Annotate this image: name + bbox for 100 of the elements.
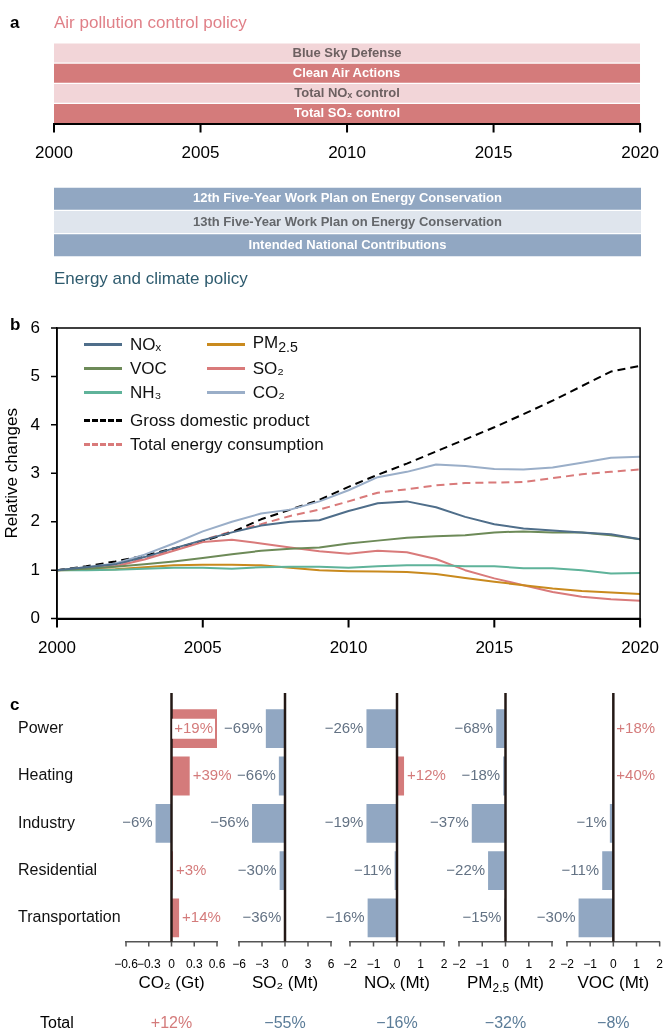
x-axis-title: CO₂ (Gt) [138, 973, 205, 993]
category-label: Blue Sky Defense [292, 44, 402, 60]
annotation: −11% [561, 860, 600, 878]
text: −8% [597, 1014, 630, 1032]
x-tick-label: 3 [304, 957, 312, 972]
x-tick-label: −1 [475, 957, 490, 972]
y-tick-label: Industry [18, 813, 75, 831]
annotation: −30% [237, 860, 277, 878]
legend-label: PM$_{2.5}$ [252, 332, 298, 356]
annotation: +19% [174, 718, 214, 736]
annotation: −37% [430, 813, 469, 831]
y-axis-title: Relative changes [1, 408, 21, 539]
annotation: −69% [224, 718, 263, 736]
category-label: Clean Air Actions [292, 64, 401, 80]
x-tick-label: 2005 [181, 143, 220, 163]
x-tick-label: 2020 [621, 638, 659, 658]
annotation: −15% [462, 908, 502, 926]
x-tick-label: 0.6 [208, 957, 226, 972]
category-label: 12th Five-Year Work Plan on Energy Conservation [193, 190, 502, 206]
legend-label: Gross domestic product [130, 410, 310, 430]
x-tick-label: 2 [548, 957, 556, 972]
annotation: −1% [576, 813, 607, 831]
x-tick-label: 2015 [475, 638, 514, 658]
legend-label: NH₃ [130, 382, 162, 402]
annotation: −22% [446, 860, 486, 878]
y-tick-label: 0 [30, 608, 40, 628]
text: −55% [264, 1014, 306, 1032]
annotation: −16% [325, 908, 365, 926]
annotation: +12% [407, 766, 446, 784]
legend-label: SO₂ [252, 358, 284, 378]
annotation: −30% [536, 908, 576, 926]
x-tick-label: −3 [255, 957, 270, 972]
x-tick-label: −1 [366, 957, 381, 972]
y-tick-label: 5 [30, 366, 40, 386]
y-tick-label: Power [18, 719, 65, 737]
x-tick-label: 2000 [35, 143, 73, 163]
chart-title: Air pollution control policy [54, 12, 248, 32]
annotation: −68% [454, 718, 494, 736]
x-tick-label: 0 [168, 957, 176, 972]
text: Energy and climate policy [54, 268, 249, 288]
annotation: +18% [616, 718, 656, 736]
x-tick-label: 1 [525, 957, 533, 972]
text: −16% [376, 1014, 418, 1032]
legend-label: VOC [130, 358, 167, 378]
text: −32% [484, 1014, 527, 1032]
annotation: −11% [353, 860, 392, 878]
x-tick-label: 2 [656, 957, 664, 972]
x-tick-label: 0 [281, 957, 289, 972]
x-tick-label: 2020 [621, 143, 659, 163]
x-tick-label: 1 [633, 957, 641, 972]
y-tick-label: 2 [30, 511, 40, 531]
annotation: +3% [176, 860, 207, 878]
x-tick-label: 0 [609, 957, 617, 972]
annotation: −36% [242, 908, 282, 926]
legend-label: Total energy consumption [130, 434, 324, 454]
x-tick-label: 2005 [183, 638, 222, 658]
x-tick-label: 2010 [328, 143, 366, 163]
legend-label: CO₂ [252, 382, 285, 402]
x-tick-label: 2010 [329, 638, 368, 658]
text: +12% [150, 1014, 193, 1032]
category-label: 13th Five-Year Work Plan on Energy Conservation [193, 213, 502, 229]
y-tick-label: 3 [30, 462, 40, 482]
x-tick-label: −2 [452, 957, 467, 972]
x-tick-label: 6 [327, 957, 335, 972]
text: Total [40, 1014, 74, 1032]
annotation: +40% [616, 766, 656, 784]
text: b [10, 314, 21, 334]
x-tick-label: −0.6 [114, 957, 139, 972]
y-tick-label: Residential [18, 861, 98, 879]
y-tick-label: 4 [30, 414, 40, 434]
x-tick-label: −6 [232, 957, 247, 972]
x-tick-label: −2 [343, 957, 358, 972]
x-tick-label: 0.3 [185, 957, 203, 972]
y-tick-label: Heating [18, 766, 74, 784]
x-axis-title: VOC (Mt) [577, 973, 650, 993]
annotation: −26% [324, 718, 364, 736]
category-label: Total NOₓ control [294, 84, 400, 100]
annotation: −66% [237, 766, 276, 784]
annotation: −56% [210, 813, 250, 831]
x-tick-label: 2000 [38, 638, 76, 658]
legend-label: NOₓ [130, 334, 162, 354]
text: c [10, 694, 20, 714]
x-tick-label: 2 [440, 957, 448, 972]
x-axis-title: NOₓ (Mt) [364, 973, 431, 993]
x-axis-title: SO₂ (Mt) [251, 973, 319, 993]
y-tick-label: 1 [30, 559, 40, 579]
annotation: −18% [461, 766, 501, 784]
annotation: −6% [122, 813, 153, 831]
annotation: −19% [324, 813, 364, 831]
category-label: Total SO₂ control [294, 105, 401, 121]
x-tick-label: −1 [583, 957, 598, 972]
x-tick-label: 1 [417, 957, 425, 972]
x-tick-label: 0 [393, 957, 401, 972]
y-tick-label: 6 [30, 317, 40, 337]
text: a [10, 12, 20, 32]
x-tick-label: 0 [502, 957, 510, 972]
category-label: Intended National Contributions [248, 236, 447, 252]
x-tick-label: −2 [560, 957, 575, 972]
annotation: +39% [192, 766, 232, 784]
x-tick-label: 2015 [474, 143, 513, 163]
